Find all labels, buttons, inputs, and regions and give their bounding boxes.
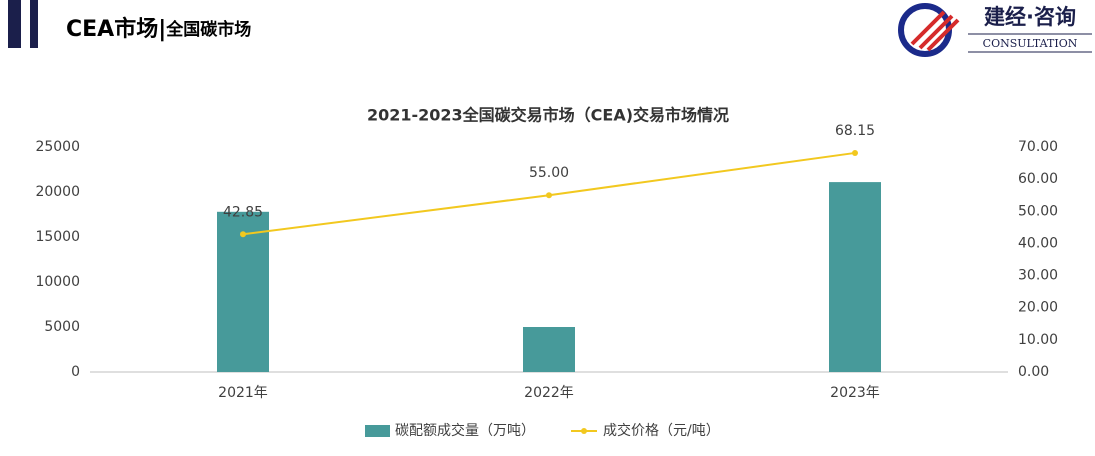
logo-sub: CONSULTATION [983, 37, 1078, 50]
logo: 建经·咨询 CONSULTATION [898, 3, 1092, 57]
data-label: 42.85 [223, 204, 263, 220]
y-tick-label: 20000 [35, 184, 80, 200]
chart-title: 2021-2023全国碳交易市场（CEA)交易市场情况 [367, 106, 729, 125]
y2-tick-label: 0.00 [1018, 364, 1049, 380]
header-subtitle: 全国碳市场 [165, 19, 251, 40]
header-title: CEA市场|全国碳市场 [66, 16, 251, 42]
logo-name: 建经·咨询 [984, 5, 1076, 29]
header-bar [8, 0, 21, 48]
y2-tick-label: 40.00 [1018, 235, 1058, 251]
legend-label: 碳配额成交量（万吨） [395, 422, 535, 439]
line-point [546, 192, 552, 199]
x-tick-label: 2023年 [830, 385, 880, 401]
data-label: 68.15 [835, 123, 875, 139]
y2-tick-label: 20.00 [1018, 300, 1058, 316]
legend-label: 成交价格（元/吨） [603, 422, 720, 439]
bar [217, 211, 269, 372]
x-tick-label: 2021年 [218, 385, 268, 401]
y-tick-label: 0 [71, 364, 80, 380]
y-tick-label: 5000 [44, 319, 80, 335]
logo-stripes [910, 10, 960, 52]
header-bar-thin [30, 0, 38, 48]
data-label: 55.00 [529, 165, 569, 181]
line-point [852, 149, 858, 156]
y2-tick-label: 50.00 [1018, 203, 1058, 219]
y-tick-label: 15000 [35, 229, 80, 245]
y2-tick-label: 60.00 [1018, 171, 1058, 187]
bar [829, 182, 881, 372]
bar [523, 327, 575, 372]
y-tick-label: 10000 [35, 274, 80, 290]
legend-swatch [365, 425, 390, 437]
header-title-main: CEA市场| [66, 16, 166, 42]
x-tick-label: 2022年 [524, 385, 574, 401]
y2-tick-label: 70.00 [1018, 139, 1058, 155]
y2-tick-label: 10.00 [1018, 332, 1058, 348]
line-point [240, 231, 246, 238]
y-tick-label: 25000 [35, 139, 80, 155]
y2-tick-label: 30.00 [1018, 268, 1058, 284]
legend-swatch-dot [581, 428, 587, 434]
